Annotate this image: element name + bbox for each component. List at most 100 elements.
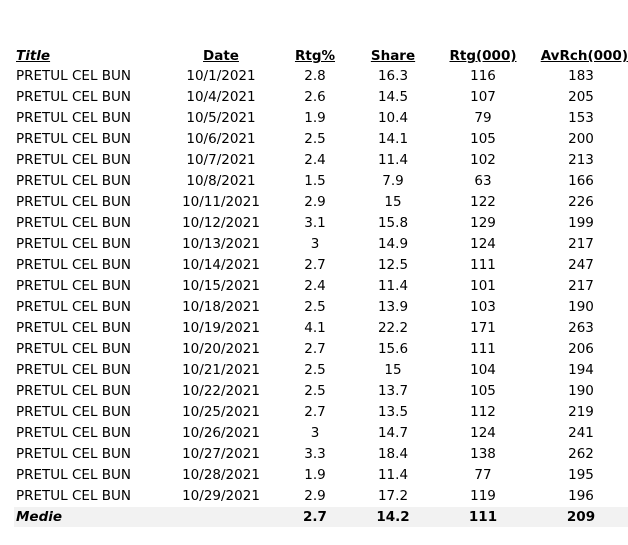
cell-avrch-000[interactable]: 241 (568, 425, 594, 441)
cell-title[interactable]: PRETUL CEL BUN (16, 110, 132, 126)
cell-date[interactable]: 10/29/2021 (182, 488, 260, 504)
cell-share[interactable]: 15 (384, 362, 402, 378)
cell-rtg-000[interactable]: 116 (470, 68, 496, 84)
cell-title[interactable]: PRETUL CEL BUN (16, 236, 132, 252)
cell-share[interactable]: 10.4 (377, 110, 409, 126)
cell-rtg-000[interactable]: 104 (470, 362, 496, 378)
cell-rtg-000[interactable]: 112 (470, 404, 496, 420)
cell-date[interactable]: 10/15/2021 (182, 278, 260, 294)
cell-avrch-000[interactable]: 247 (568, 257, 594, 273)
cell-rtg-000[interactable]: 111 (470, 341, 496, 357)
cell-avrch-000[interactable]: 217 (568, 236, 594, 252)
cell-rtg-pct[interactable]: 2.9 (304, 488, 326, 504)
cell-date[interactable]: 10/1/2021 (186, 68, 256, 84)
cell-rtg-pct[interactable]: 3 (310, 425, 320, 441)
cell-title[interactable]: PRETUL CEL BUN (16, 278, 132, 294)
cell-share[interactable]: 13.7 (377, 383, 409, 399)
cell-title[interactable]: PRETUL CEL BUN (16, 299, 132, 315)
cell-avrch-000[interactable]: 205 (568, 89, 594, 105)
column-header-date[interactable]: Date (203, 48, 239, 64)
cell-rtg-000[interactable]: 103 (470, 299, 496, 315)
cell-share[interactable]: 13.9 (377, 299, 409, 315)
cell-title[interactable]: PRETUL CEL BUN (16, 425, 132, 441)
cell-rtg-pct[interactable]: 2.5 (304, 131, 326, 147)
cell-rtg-000[interactable]: 171 (470, 320, 496, 336)
cell-rtg-pct[interactable]: 2.9 (304, 194, 326, 210)
summary-rtg-000[interactable]: 111 (432, 507, 534, 527)
column-header-share[interactable]: Share (370, 48, 416, 64)
cell-date[interactable]: 10/20/2021 (182, 341, 260, 357)
cell-rtg-pct[interactable]: 2.4 (304, 152, 326, 168)
cell-avrch-000[interactable]: 153 (568, 110, 594, 126)
cell-avrch-000[interactable]: 190 (568, 299, 594, 315)
cell-share[interactable]: 7.9 (382, 173, 404, 189)
cell-share[interactable]: 15.6 (377, 341, 409, 357)
cell-rtg-pct[interactable]: 2.5 (304, 299, 326, 315)
cell-rtg-pct[interactable]: 1.9 (304, 467, 326, 483)
cell-title[interactable]: PRETUL CEL BUN (16, 131, 132, 147)
cell-title[interactable]: PRETUL CEL BUN (16, 89, 132, 105)
column-header-title[interactable]: Title (16, 48, 51, 64)
cell-share[interactable]: 18.4 (377, 446, 409, 462)
cell-date[interactable]: 10/5/2021 (186, 110, 256, 126)
summary-share[interactable]: 14.2 (354, 507, 432, 527)
cell-rtg-pct[interactable]: 2.4 (304, 278, 326, 294)
cell-title[interactable]: PRETUL CEL BUN (16, 68, 132, 84)
cell-avrch-000[interactable]: 194 (568, 362, 594, 378)
column-header-rtg-000[interactable]: Rtg(000) (449, 48, 517, 64)
cell-rtg-000[interactable]: 79 (474, 110, 492, 126)
cell-rtg-000[interactable]: 63 (474, 173, 492, 189)
cell-date[interactable]: 10/22/2021 (182, 383, 260, 399)
cell-rtg-pct[interactable]: 4.1 (304, 320, 326, 336)
cell-date[interactable]: 10/13/2021 (182, 236, 260, 252)
cell-rtg-000[interactable]: 111 (470, 257, 496, 273)
cell-share[interactable]: 16.3 (377, 68, 409, 84)
column-header-rtg-pct[interactable]: Rtg% (294, 48, 336, 64)
summary-label[interactable]: Medie (14, 507, 166, 527)
summary-rtg-pct[interactable]: 2.7 (276, 507, 354, 527)
cell-title[interactable]: PRETUL CEL BUN (16, 257, 132, 273)
cell-avrch-000[interactable]: 196 (568, 488, 594, 504)
cell-share[interactable]: 13.5 (377, 404, 409, 420)
cell-rtg-000[interactable]: 122 (470, 194, 496, 210)
cell-title[interactable]: PRETUL CEL BUN (16, 488, 132, 504)
cell-avrch-000[interactable]: 263 (568, 320, 594, 336)
cell-title[interactable]: PRETUL CEL BUN (16, 320, 132, 336)
cell-rtg-pct[interactable]: 2.8 (304, 68, 326, 84)
cell-rtg-pct[interactable]: 2.5 (304, 362, 326, 378)
cell-rtg-000[interactable]: 105 (470, 383, 496, 399)
cell-avrch-000[interactable]: 217 (568, 278, 594, 294)
cell-rtg-pct[interactable]: 1.9 (304, 110, 326, 126)
cell-avrch-000[interactable]: 226 (568, 194, 594, 210)
cell-rtg-000[interactable]: 107 (470, 89, 496, 105)
cell-date[interactable]: 10/12/2021 (182, 215, 260, 231)
cell-date[interactable]: 10/25/2021 (182, 404, 260, 420)
cell-avrch-000[interactable]: 213 (568, 152, 594, 168)
cell-rtg-pct[interactable]: 3.1 (304, 215, 326, 231)
cell-date[interactable]: 10/7/2021 (186, 152, 256, 168)
cell-date[interactable]: 10/27/2021 (182, 446, 260, 462)
cell-date[interactable]: 10/8/2021 (186, 173, 256, 189)
cell-title[interactable]: PRETUL CEL BUN (16, 467, 132, 483)
column-header-avrch-000[interactable]: AvRch(000) (540, 48, 628, 64)
cell-rtg-000[interactable]: 77 (474, 467, 492, 483)
cell-rtg-000[interactable]: 105 (470, 131, 496, 147)
cell-rtg-pct[interactable]: 2.5 (304, 383, 326, 399)
cell-share[interactable]: 12.5 (377, 257, 409, 273)
cell-share[interactable]: 17.2 (377, 488, 409, 504)
cell-rtg-pct[interactable]: 3 (310, 236, 320, 252)
cell-date[interactable]: 10/19/2021 (182, 320, 260, 336)
cell-share[interactable]: 14.5 (377, 89, 409, 105)
cell-date[interactable]: 10/6/2021 (186, 131, 256, 147)
cell-share[interactable]: 11.4 (377, 278, 409, 294)
cell-rtg-000[interactable]: 119 (470, 488, 496, 504)
cell-rtg-pct[interactable]: 2.6 (304, 89, 326, 105)
cell-share[interactable]: 14.7 (377, 425, 409, 441)
cell-title[interactable]: PRETUL CEL BUN (16, 194, 132, 210)
cell-date[interactable]: 10/18/2021 (182, 299, 260, 315)
cell-share[interactable]: 15 (384, 194, 402, 210)
cell-rtg-000[interactable]: 124 (470, 425, 496, 441)
cell-share[interactable]: 14.1 (377, 131, 409, 147)
cell-rtg-pct[interactable]: 1.5 (304, 173, 326, 189)
cell-avrch-000[interactable]: 206 (568, 341, 594, 357)
